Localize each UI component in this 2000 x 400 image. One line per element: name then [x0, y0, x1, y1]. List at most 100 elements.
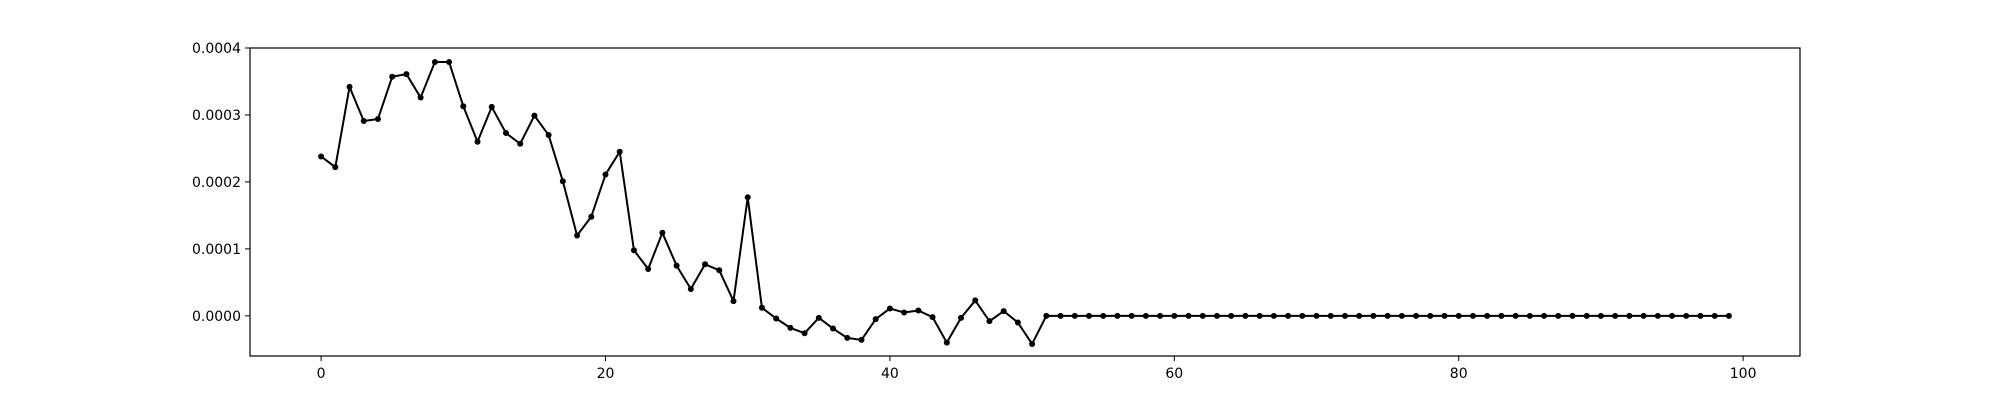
series-layer	[318, 59, 1732, 347]
data-point	[986, 318, 993, 325]
data-point	[474, 138, 481, 145]
data-point	[1427, 312, 1434, 319]
data-point	[1654, 312, 1661, 319]
data-point	[1498, 312, 1505, 319]
data-point	[1270, 312, 1277, 319]
data-point	[958, 314, 965, 321]
data-point	[815, 314, 822, 321]
data-point	[901, 309, 908, 316]
plot-frame	[249, 47, 1801, 357]
data-point	[1128, 312, 1135, 319]
data-point	[374, 115, 381, 122]
data-point	[1043, 312, 1050, 319]
data-point	[1327, 312, 1334, 319]
data-point	[332, 164, 339, 171]
data-point	[1114, 312, 1121, 319]
y-tick-label: 0.0004	[192, 41, 241, 57]
data-point	[1242, 312, 1249, 319]
data-point	[1398, 312, 1405, 319]
data-point	[1669, 312, 1676, 319]
data-point	[1341, 312, 1348, 319]
data-point	[929, 314, 936, 321]
data-point	[389, 73, 396, 80]
data-point	[1555, 312, 1562, 319]
data-point	[801, 330, 808, 337]
data-point	[773, 315, 780, 322]
data-point	[1057, 312, 1064, 319]
data-point	[1100, 312, 1107, 319]
data-point	[872, 316, 879, 323]
data-point	[559, 178, 566, 185]
data-point	[716, 267, 723, 274]
data-point	[1455, 312, 1462, 319]
data-point	[1228, 312, 1235, 319]
y-tick-label: 0.0002	[192, 175, 241, 191]
data-point	[1199, 312, 1206, 319]
data-point	[1029, 340, 1036, 347]
data-point	[1541, 312, 1548, 319]
data-point	[1142, 312, 1149, 319]
y-tick-label: 0.0001	[192, 242, 241, 258]
data-point	[1356, 312, 1363, 319]
data-point	[943, 339, 950, 346]
data-point	[545, 132, 552, 139]
x-tick-label: 60	[1165, 366, 1183, 382]
data-point	[1157, 312, 1164, 319]
data-point	[972, 297, 979, 304]
data-point	[1597, 312, 1604, 319]
data-point	[1085, 312, 1092, 319]
data-point	[431, 59, 438, 66]
plot-area	[250, 48, 1800, 356]
data-point	[730, 298, 737, 305]
data-point	[1313, 312, 1320, 319]
data-point	[1000, 308, 1007, 315]
data-point	[744, 194, 751, 201]
data-point	[403, 71, 410, 78]
data-point	[417, 94, 424, 101]
data-point	[1697, 312, 1704, 319]
data-point	[517, 140, 524, 147]
series-line	[320, 61, 1729, 345]
data-point	[346, 83, 353, 90]
x-tick-label: 100	[1730, 366, 1757, 382]
data-point	[1256, 312, 1263, 319]
x-tick-label: 0	[317, 366, 326, 382]
data-point	[673, 262, 680, 269]
data-point	[1683, 312, 1690, 319]
data-point	[1413, 312, 1420, 319]
data-point	[1014, 319, 1021, 326]
data-point	[645, 265, 652, 272]
data-point	[588, 213, 595, 220]
data-point	[502, 130, 509, 137]
data-point	[830, 325, 837, 332]
data-point	[1370, 312, 1377, 319]
data-point	[1384, 312, 1391, 319]
data-point	[1441, 312, 1448, 319]
data-point	[1725, 312, 1732, 319]
data-point	[1569, 312, 1576, 319]
data-point	[687, 286, 694, 293]
data-point	[574, 232, 581, 239]
data-point	[1469, 312, 1476, 319]
data-point	[1071, 312, 1078, 319]
data-point	[1213, 312, 1220, 319]
data-point	[460, 103, 467, 110]
data-point	[844, 334, 851, 341]
x-tick-label: 20	[597, 366, 615, 382]
data-point	[616, 148, 623, 155]
data-point	[630, 247, 637, 254]
data-point	[1526, 312, 1533, 319]
x-axis: 0 20 40 60 80 100	[317, 356, 1757, 382]
data-point	[1583, 312, 1590, 319]
x-tick-label: 80	[1450, 366, 1468, 382]
data-point	[531, 112, 538, 119]
data-point	[886, 305, 893, 312]
data-point	[787, 324, 794, 331]
data-point	[758, 304, 765, 311]
data-point	[915, 307, 922, 314]
data-point	[702, 261, 709, 268]
data-point	[1711, 312, 1718, 319]
data-point	[1285, 312, 1292, 319]
y-tick-label: 0.0003	[192, 108, 241, 124]
